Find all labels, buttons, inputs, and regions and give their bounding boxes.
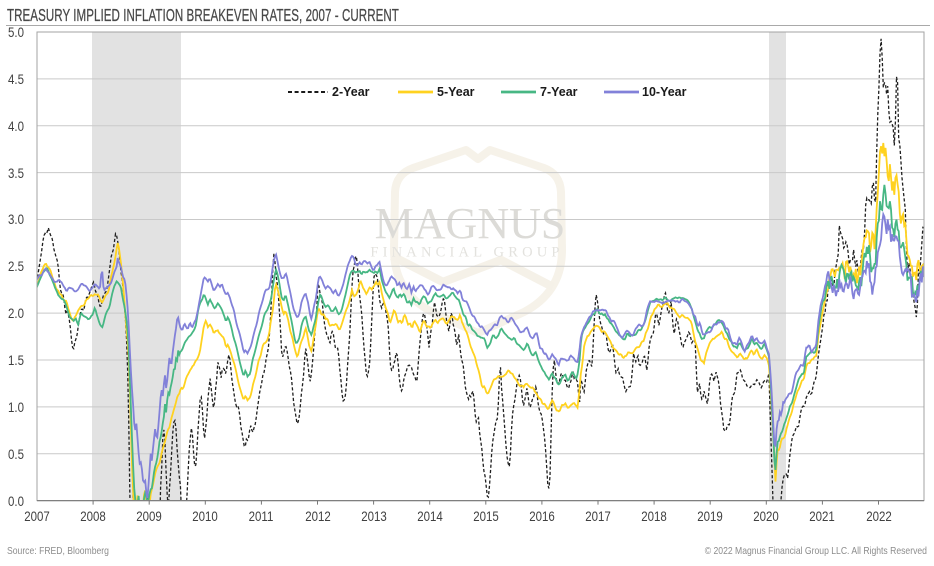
svg-text:MAGNUS: MAGNUS xyxy=(375,199,566,248)
svg-text:FINANCIAL GROUP: FINANCIAL GROUP xyxy=(370,245,563,261)
